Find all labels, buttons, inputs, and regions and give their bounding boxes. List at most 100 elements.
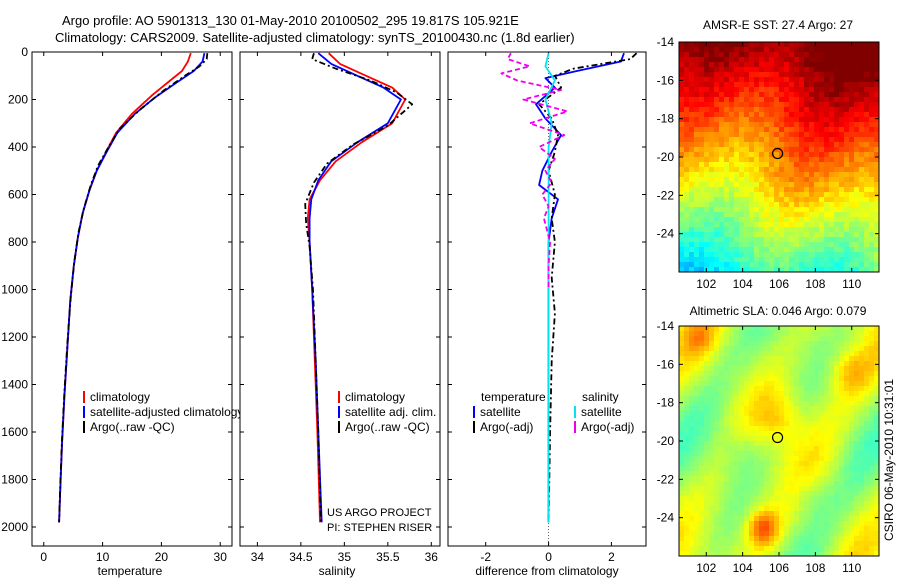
- heatmap-cell: [739, 371, 745, 377]
- heatmap-cell: [874, 336, 880, 342]
- heatmap-cell: [694, 491, 700, 497]
- heatmap-cell: [704, 172, 710, 178]
- heatmap-cell: [704, 52, 710, 58]
- heatmap-cell: [814, 371, 820, 377]
- heatmap-cell: [829, 486, 835, 492]
- heatmap-cell: [759, 67, 765, 73]
- heatmap-cell: [789, 217, 795, 223]
- heatmap-cell: [869, 62, 875, 68]
- heatmap-cell: [744, 42, 750, 48]
- heatmap-cell: [704, 381, 710, 387]
- heatmap-cell: [724, 137, 730, 143]
- heatmap-cell: [699, 62, 705, 68]
- heatmap-cell: [704, 127, 710, 133]
- heatmap-cell: [739, 516, 745, 522]
- heatmap-cell: [719, 57, 725, 63]
- heatmap-cell: [709, 207, 715, 213]
- heatmap-cell: [774, 112, 780, 118]
- heatmap-cell: [874, 431, 880, 437]
- heatmap-cell: [809, 551, 815, 557]
- heatmap-cell: [859, 127, 865, 133]
- heatmap-cell: [769, 92, 775, 98]
- heatmap-cell: [734, 182, 740, 188]
- heatmap-cell: [734, 42, 740, 48]
- heatmap-cell: [789, 501, 795, 507]
- heatmap-cell: [839, 366, 845, 372]
- heatmap-cell: [839, 162, 845, 168]
- heatmap-cell: [784, 197, 790, 203]
- heatmap-cell: [704, 217, 710, 223]
- heatmap-cell: [694, 326, 700, 332]
- heatmap-cell: [724, 501, 730, 507]
- heatmap-cell: [804, 182, 810, 188]
- heatmap-cell: [759, 346, 765, 352]
- depth-tick-label: 800: [8, 235, 28, 249]
- heatmap-cell: [744, 252, 750, 258]
- heatmap-cell: [794, 117, 800, 123]
- heatmap-cell: [764, 496, 770, 502]
- heatmap-cell: [869, 82, 875, 88]
- heatmap-cell: [784, 426, 790, 432]
- heatmap-cell: [824, 366, 830, 372]
- heatmap-cell: [794, 197, 800, 203]
- heatmap-cell: [769, 57, 775, 63]
- heatmap-cell: [689, 257, 695, 263]
- heatmap-cell: [729, 212, 735, 218]
- heatmap-cell: [734, 107, 740, 113]
- heatmap-cell: [804, 406, 810, 412]
- heatmap-cell: [759, 476, 765, 482]
- heatmap-cell: [849, 197, 855, 203]
- heatmap-cell: [754, 396, 760, 402]
- heatmap-cell: [714, 331, 720, 337]
- heatmap-cell: [834, 47, 840, 53]
- heatmap-cell: [729, 102, 735, 108]
- heatmap-cell: [749, 47, 755, 53]
- heatmap-cell: [854, 122, 860, 128]
- heatmap-cell: [814, 262, 820, 268]
- heatmap-cell: [834, 391, 840, 397]
- heatmap-cell: [839, 326, 845, 332]
- heatmap-cell: [869, 426, 875, 432]
- heatmap-cell: [789, 421, 795, 427]
- heatmap-cell: [829, 72, 835, 78]
- heatmap-cell: [724, 446, 730, 452]
- heatmap-cell: [769, 122, 775, 128]
- heatmap-cell: [739, 426, 745, 432]
- heatmap-cell: [789, 541, 795, 547]
- heatmap-cell: [804, 466, 810, 472]
- heatmap-cell: [709, 516, 715, 522]
- heatmap-cell: [794, 147, 800, 153]
- heatmap-cell: [869, 401, 875, 407]
- heatmap-cell: [699, 536, 705, 542]
- heatmap-cell: [724, 262, 730, 268]
- heatmap-cell: [809, 391, 815, 397]
- heatmap-cell: [769, 411, 775, 417]
- heatmap-cell: [794, 52, 800, 58]
- heatmap-cell: [729, 371, 735, 377]
- heatmap-cell: [769, 257, 775, 263]
- heatmap-cell: [824, 526, 830, 532]
- heatmap-cell: [709, 152, 715, 158]
- heatmap-cell: [719, 451, 725, 457]
- heatmap-cell: [754, 132, 760, 138]
- heatmap-cell: [719, 406, 725, 412]
- heatmap-cell: [679, 331, 685, 337]
- heatmap-cell: [824, 436, 830, 442]
- heatmap-cell: [849, 476, 855, 482]
- heatmap-cell: [709, 421, 715, 427]
- heatmap-cell: [714, 511, 720, 517]
- heatmap-cell: [729, 476, 735, 482]
- heatmap-cell: [824, 167, 830, 173]
- heatmap-cell: [709, 237, 715, 243]
- heatmap-cell: [824, 546, 830, 552]
- heatmap-cell: [684, 227, 690, 233]
- heatmap-cell: [794, 182, 800, 188]
- heatmap-cell: [849, 127, 855, 133]
- heatmap-cell: [844, 52, 850, 58]
- heatmap-cell: [844, 536, 850, 542]
- heatmap-cell: [769, 516, 775, 522]
- heatmap-cell: [874, 212, 880, 218]
- heatmap-cell: [864, 52, 870, 58]
- heatmap-cell: [709, 431, 715, 437]
- heatmap-cell: [859, 257, 865, 263]
